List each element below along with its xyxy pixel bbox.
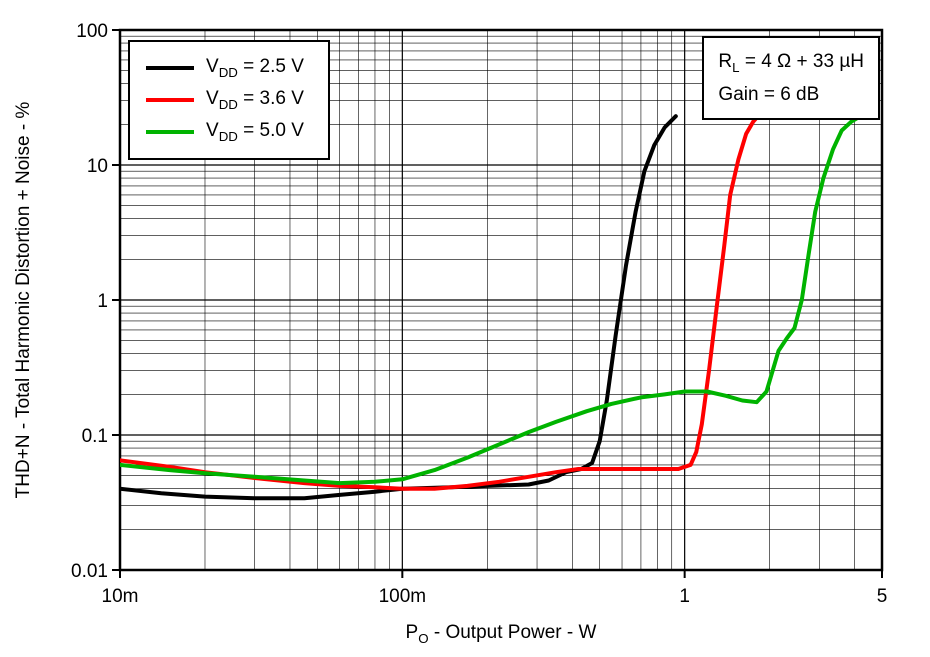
legend-label: VDD = 5.0 V [206, 120, 304, 144]
legend-label: VDD = 3.6 V [206, 88, 304, 112]
y-axis-title: THD+N - Total Harmonic Distortion + Nois… [13, 101, 34, 499]
y-tick-label: 10 [87, 156, 108, 177]
legend-item: VDD = 5.0 V [146, 116, 304, 148]
legend-subscript: DD [218, 96, 238, 112]
legend-swatch [146, 130, 194, 134]
x-axis-title: PO - Output Power - W [406, 622, 597, 646]
legend: VDD = 2.5 V VDD = 3.6 V VDD = 5.0 V [128, 40, 330, 160]
legend-symbol: V [206, 88, 219, 110]
x-tick-label: 5 [877, 586, 888, 607]
legend-text: = 5.0 V [237, 120, 304, 142]
series--5.0- [120, 114, 863, 486]
legend-symbol: V [206, 56, 219, 78]
series--2.5- [120, 114, 678, 501]
legend-subscript: DD [218, 64, 238, 80]
legend-item: VDD = 2.5 V [146, 52, 304, 84]
y-tick-label: 100 [76, 21, 108, 42]
x-tick-label: 1 [679, 586, 690, 607]
x-tick-label: 10m [102, 586, 139, 607]
series--3.6- [120, 114, 761, 491]
condition-load: RL = 4 Ω + 33 µH [718, 46, 864, 79]
y-tick-label: 0.1 [82, 426, 108, 447]
legend-swatch [146, 98, 194, 102]
x-axis-text: - Output Power - W [428, 622, 597, 643]
y-tick-label: 0.01 [71, 561, 108, 582]
legend-label: VDD = 2.5 V [206, 56, 304, 80]
condition-subscript: L [732, 59, 740, 75]
legend-text: = 2.5 V [237, 56, 304, 78]
legend-subscript: DD [218, 128, 238, 144]
legend-swatch [146, 66, 194, 70]
condition-text: = 4 Ω + 33 µH [739, 51, 864, 72]
legend-symbol: V [206, 120, 219, 142]
legend-item: VDD = 3.6 V [146, 84, 304, 116]
legend-text: = 3.6 V [237, 88, 304, 110]
test-conditions-box: RL = 4 Ω + 33 µH Gain = 6 dB [702, 36, 880, 121]
condition-symbol: R [718, 51, 733, 72]
y-tick-label: 1 [97, 291, 108, 312]
x-tick-label: 100m [379, 586, 427, 607]
x-axis-subscript: O [418, 630, 429, 646]
condition-gain: Gain = 6 dB [718, 83, 820, 105]
x-axis-symbol: P [405, 622, 419, 643]
